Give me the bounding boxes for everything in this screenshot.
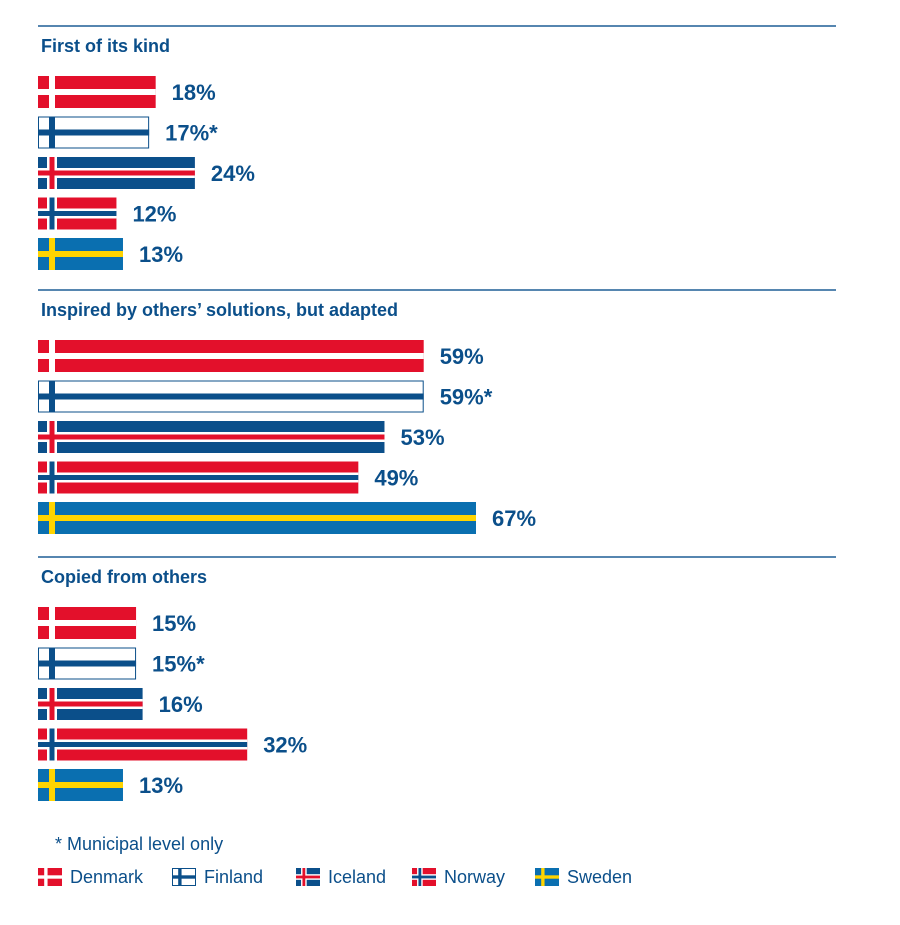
data-label: 15%: [152, 611, 196, 636]
data-label: 16%: [159, 692, 203, 717]
bar-denmark: 15%: [38, 607, 196, 639]
bar-norway: 32%: [38, 728, 307, 761]
group-title: Copied from others: [41, 567, 207, 587]
group-title: First of its kind: [41, 36, 170, 56]
legend-item-denmark: Denmark: [38, 867, 144, 887]
legend-label: Denmark: [70, 867, 144, 887]
legend-item-norway: Norway: [412, 867, 505, 887]
footnote: * Municipal level only: [55, 834, 224, 854]
data-label: 18%: [172, 80, 216, 105]
bar-iceland: 16%: [38, 688, 203, 720]
finland-flag-icon: [172, 868, 196, 886]
bar-iceland: 53%: [38, 421, 445, 453]
data-label: 49%: [374, 466, 418, 491]
bar-finland: 17%*: [38, 116, 218, 149]
bar-finland: 59%*: [38, 380, 493, 413]
bar-norway: 49%: [38, 461, 418, 494]
legend-label: Sweden: [567, 867, 632, 887]
bar-iceland: 24%: [38, 157, 255, 189]
bar-sweden: 67%: [38, 502, 536, 534]
norway-flag-icon: [412, 868, 436, 886]
legend-label: Iceland: [328, 867, 386, 887]
legend-item-iceland: Iceland: [296, 867, 386, 887]
bar-group-3: Copied from others 15% 15%* 16% 32% 13%: [38, 556, 836, 801]
bar-denmark: 18%: [38, 76, 216, 108]
data-label: 17%*: [165, 121, 218, 146]
legend-item-finland: Finland: [172, 867, 263, 887]
legend-label: Finland: [204, 867, 263, 887]
bar-denmark: 59%: [38, 340, 484, 372]
bar-group-2: Inspired by others’ solutions, but adapt…: [38, 289, 836, 534]
bar-sweden: 13%: [38, 769, 183, 801]
data-label: 67%: [492, 506, 536, 531]
data-label: 13%: [139, 773, 183, 798]
iceland-flag-icon: [296, 868, 320, 886]
bar-group-1: First of its kind 18% 17%* 24% 12% 13%: [38, 25, 836, 270]
data-label: 59%*: [440, 385, 493, 410]
legend-label: Norway: [444, 867, 505, 887]
bar-norway: 12%: [38, 197, 176, 230]
data-label: 32%: [263, 733, 307, 758]
data-label: 53%: [400, 425, 444, 450]
data-label: 13%: [139, 242, 183, 267]
data-label: 24%: [211, 161, 255, 186]
data-label: 59%: [440, 344, 484, 369]
bar-sweden: 13%: [38, 238, 183, 270]
bar-finland: 15%*: [38, 647, 205, 680]
legend-item-sweden: Sweden: [535, 867, 632, 887]
denmark-flag-icon: [38, 868, 62, 886]
legend: Denmark Finland Iceland Norway Sweden: [38, 867, 632, 887]
group-title: Inspired by others’ solutions, but adapt…: [41, 300, 398, 320]
data-label: 15%*: [152, 652, 205, 677]
data-label: 12%: [132, 202, 176, 227]
sweden-flag-icon: [535, 868, 559, 886]
